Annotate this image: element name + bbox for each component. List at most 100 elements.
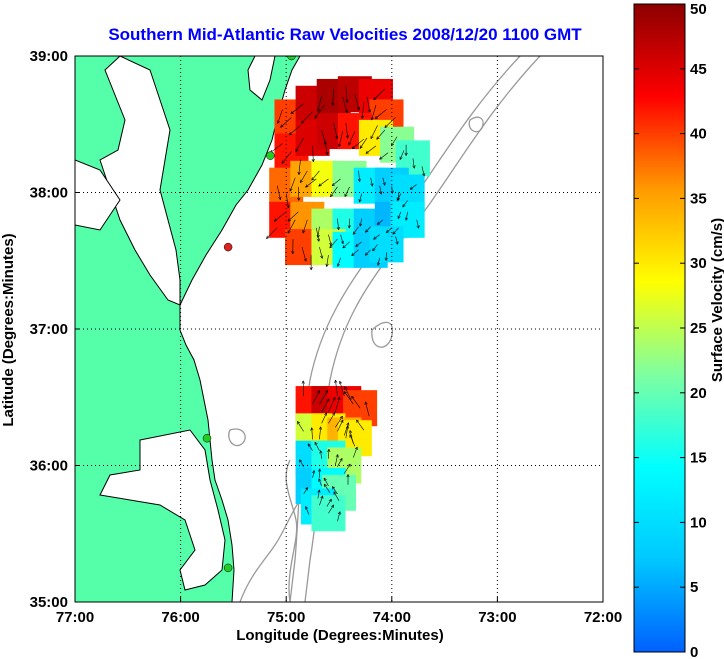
velocity-arrow: [317, 95, 322, 112]
velocity-arrow-head: [278, 197, 281, 200]
velocity-arrow-head: [349, 434, 353, 437]
velocity-arrow: [289, 177, 296, 192]
velocity-arrow: [359, 137, 368, 149]
velocity-arrow-head: [340, 241, 344, 244]
velocity-arrow: [421, 166, 425, 177]
velocity-arrow-head: [332, 397, 336, 400]
velocity-arrow-head: [320, 426, 323, 430]
velocity-arrow: [302, 219, 308, 234]
velocity-arrow: [323, 477, 329, 487]
velocity-arrow: [319, 426, 321, 440]
velocity-arrow: [319, 495, 323, 506]
velocity-arrow-head: [346, 422, 349, 426]
velocity-arrow: [305, 506, 310, 515]
velocity-arrow-head: [351, 252, 354, 256]
velocity-arrow-head: [344, 194, 348, 197]
velocity-arrow-head: [377, 262, 381, 266]
x-tick-label: 73:00: [478, 609, 516, 626]
western-estuaries: [75, 159, 121, 231]
velocity-arrow: [318, 478, 322, 487]
velocity-arrow-head: [339, 396, 341, 401]
velocity-arrow-head: [376, 262, 379, 266]
velocity-arrow-head: [309, 267, 312, 271]
velocity-arrow-head: [305, 186, 309, 188]
velocity-arrow: [303, 487, 308, 495]
velocity-arrow: [373, 234, 380, 240]
velocity-arrow: [343, 422, 349, 436]
velocity-arrow-head: [370, 183, 373, 187]
colorbar-tick-label: 50: [690, 1, 707, 18]
velocity-arrow: [349, 434, 356, 447]
velocity-arrow-head: [312, 470, 315, 473]
velocity-arrow: [337, 218, 339, 230]
velocity-arrow-head: [379, 158, 383, 160]
velocity-arrow: [402, 200, 408, 208]
velocity-arrow: [314, 442, 320, 451]
map-plot-area: [74, 55, 604, 603]
velocity-arrow-head: [326, 264, 329, 267]
velocity-arrow-head: [287, 218, 290, 222]
velocity-arrow-head: [325, 390, 329, 393]
velocity-arrow-head: [329, 243, 332, 246]
velocity-arrow: [328, 504, 335, 514]
velocity-arrow: [354, 94, 360, 111]
velocity-arrow-head: [372, 249, 376, 252]
velocity-arrow-head: [335, 136, 338, 139]
velocity-arrow-head: [338, 143, 340, 147]
velocity-arrow-head: [348, 225, 351, 229]
velocity-arrow-head: [351, 396, 353, 400]
y-tick-label: 36:00: [30, 458, 68, 475]
radar-station-marker: [223, 242, 233, 252]
velocity-arrow-head: [331, 102, 333, 106]
velocity-arrow-head: [347, 425, 350, 429]
velocity-arrow: [356, 419, 365, 431]
velocity-arrow-head: [317, 390, 320, 393]
velocity-arrow-head: [327, 449, 330, 452]
velocity-arrow-head: [331, 504, 334, 507]
velocity-arrow: [319, 390, 329, 405]
velocity-arrow-head: [355, 245, 359, 247]
velocity-arrow-head: [348, 142, 352, 146]
velocity-arrow-head: [376, 137, 380, 140]
velocity-arrow-head: [329, 244, 331, 249]
velocity-arrow-head: [266, 235, 268, 239]
velocity-arrow-head: [305, 487, 308, 490]
velocity-arrow-head: [359, 223, 363, 227]
velocity-arrow-head: [318, 468, 321, 472]
velocity-arrow-head: [300, 180, 303, 183]
velocity-arrow-head: [281, 161, 285, 164]
velocity-arrow-head: [339, 458, 343, 461]
velocity-arrow: [331, 178, 341, 186]
velocity-arrow-head: [379, 156, 382, 160]
velocity-arrow-head: [280, 124, 282, 128]
velocity-arrow-head: [280, 196, 282, 200]
velocity-arrow: [365, 226, 371, 233]
velocity-arrow-head: [342, 246, 346, 249]
velocity-arrow-head: [332, 184, 336, 186]
velocity-arrow-head: [339, 415, 343, 418]
velocity-arrow-head: [349, 430, 351, 434]
velocity-arrow-head: [298, 197, 301, 201]
velocity-arrow-head: [326, 398, 330, 401]
velocity-arrow-head: [422, 173, 425, 177]
velocity-arrow: [370, 125, 378, 139]
velocity-arrow-head: [371, 117, 374, 121]
velocity-arrow: [355, 241, 362, 247]
velocity-arrow-head: [385, 257, 388, 261]
velocity-arrow-head: [338, 144, 342, 147]
velocity-arrow: [361, 102, 365, 119]
velocity-arrow-head: [305, 258, 307, 262]
velocity-arrow-head: [328, 498, 332, 501]
velocity-arrow-head: [392, 190, 394, 194]
velocity-arrow: [352, 226, 359, 235]
velocity-arrow-head: [365, 150, 368, 154]
velocity-arrow: [318, 178, 329, 187]
velocity-arrow: [379, 152, 389, 160]
velocity-arrow-head: [404, 152, 407, 156]
velocity-arrow-head: [314, 116, 318, 119]
velocity-arrow-head: [320, 450, 323, 454]
velocity-arrow-head: [302, 380, 305, 384]
colorbar-gradient: [633, 3, 686, 653]
colorbar-tick-label: 5: [690, 579, 698, 596]
velocity-arrow-head: [297, 197, 300, 201]
